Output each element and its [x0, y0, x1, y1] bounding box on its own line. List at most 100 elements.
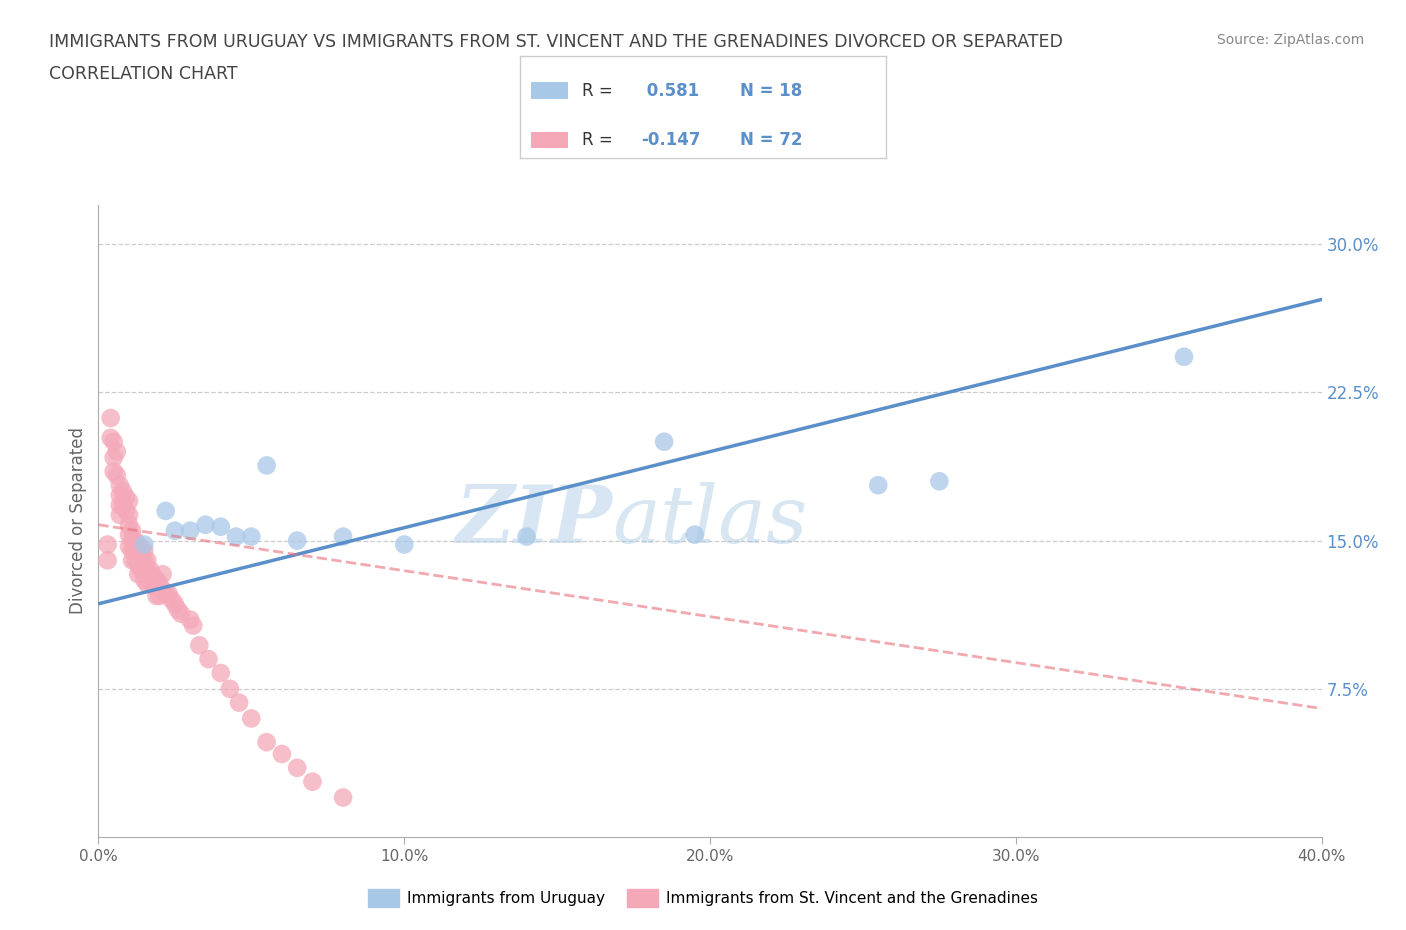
Point: [127, 557, 149, 572]
Point: [256, 735, 278, 750]
Point: [134, 543, 156, 558]
Point: [127, 547, 149, 562]
Point: [108, 498, 131, 512]
Point: [683, 527, 706, 542]
Point: [163, 596, 186, 611]
Point: [136, 577, 159, 591]
Point: [100, 431, 122, 445]
Point: [152, 566, 174, 581]
Point: [139, 573, 162, 588]
Text: atlas: atlas: [612, 482, 807, 560]
Text: R =: R =: [582, 82, 619, 100]
Text: N = 18: N = 18: [740, 82, 801, 100]
Point: [111, 498, 134, 512]
Point: [194, 517, 217, 532]
Point: [103, 464, 125, 479]
Text: Source: ZipAtlas.com: Source: ZipAtlas.com: [1216, 33, 1364, 46]
Point: [142, 569, 165, 584]
Point: [225, 529, 247, 544]
Point: [127, 538, 149, 552]
Point: [136, 563, 159, 578]
Point: [136, 552, 159, 567]
Point: [100, 411, 122, 426]
Text: -0.147: -0.147: [641, 131, 700, 149]
Point: [118, 539, 141, 554]
Point: [108, 487, 131, 502]
Point: [652, 434, 675, 449]
Point: [129, 552, 152, 567]
Point: [121, 524, 143, 538]
Legend: Immigrants from Uruguay, Immigrants from St. Vincent and the Grenadines: Immigrants from Uruguay, Immigrants from…: [363, 884, 1043, 913]
Point: [179, 524, 201, 538]
Text: ZIP: ZIP: [456, 482, 612, 560]
Point: [124, 543, 146, 558]
Point: [170, 606, 193, 621]
Point: [129, 563, 152, 578]
Point: [121, 552, 143, 567]
Point: [188, 638, 211, 653]
Point: [105, 468, 128, 483]
FancyBboxPatch shape: [531, 83, 568, 99]
FancyBboxPatch shape: [531, 131, 568, 148]
Point: [157, 587, 180, 602]
Point: [181, 618, 204, 633]
Text: N = 72: N = 72: [740, 131, 801, 149]
Point: [108, 508, 131, 523]
Point: [115, 490, 138, 505]
Point: [228, 696, 250, 711]
Text: R =: R =: [582, 131, 619, 149]
Point: [134, 538, 156, 552]
Point: [115, 503, 138, 518]
Point: [103, 450, 125, 465]
Point: [928, 474, 950, 489]
Point: [270, 747, 292, 762]
Point: [1173, 350, 1195, 365]
Point: [209, 519, 232, 534]
Point: [129, 543, 152, 558]
Point: [285, 533, 308, 548]
Point: [145, 573, 167, 588]
Point: [868, 478, 890, 493]
Point: [124, 552, 146, 567]
Point: [152, 582, 174, 597]
Point: [127, 566, 149, 581]
Point: [516, 529, 538, 544]
Point: [240, 711, 263, 726]
Point: [121, 543, 143, 558]
Y-axis label: Divorced or Separated: Divorced or Separated: [69, 427, 87, 615]
Point: [285, 761, 308, 776]
Point: [179, 612, 201, 627]
Point: [134, 573, 156, 588]
Point: [118, 508, 141, 523]
Point: [97, 538, 120, 552]
Point: [163, 524, 186, 538]
Point: [332, 529, 354, 544]
Point: [197, 652, 219, 667]
Point: [219, 682, 242, 697]
Point: [155, 587, 177, 602]
Point: [149, 589, 172, 604]
Point: [118, 527, 141, 542]
Point: [155, 503, 177, 518]
Point: [124, 533, 146, 548]
Point: [240, 529, 263, 544]
Text: IMMIGRANTS FROM URUGUAY VS IMMIGRANTS FROM ST. VINCENT AND THE GRENADINES DIVORC: IMMIGRANTS FROM URUGUAY VS IMMIGRANTS FR…: [49, 33, 1063, 50]
Point: [121, 533, 143, 548]
Point: [139, 563, 162, 578]
Point: [142, 578, 165, 593]
Point: [97, 552, 120, 567]
Point: [105, 445, 128, 459]
Text: CORRELATION CHART: CORRELATION CHART: [49, 65, 238, 83]
Point: [118, 494, 141, 509]
Point: [145, 589, 167, 604]
Point: [118, 517, 141, 532]
Point: [256, 458, 278, 473]
Point: [160, 592, 183, 607]
Point: [332, 790, 354, 805]
Point: [103, 434, 125, 449]
Text: 0.581: 0.581: [641, 82, 699, 100]
Point: [301, 774, 323, 789]
Point: [209, 666, 232, 681]
Point: [134, 563, 156, 578]
Point: [392, 538, 416, 552]
